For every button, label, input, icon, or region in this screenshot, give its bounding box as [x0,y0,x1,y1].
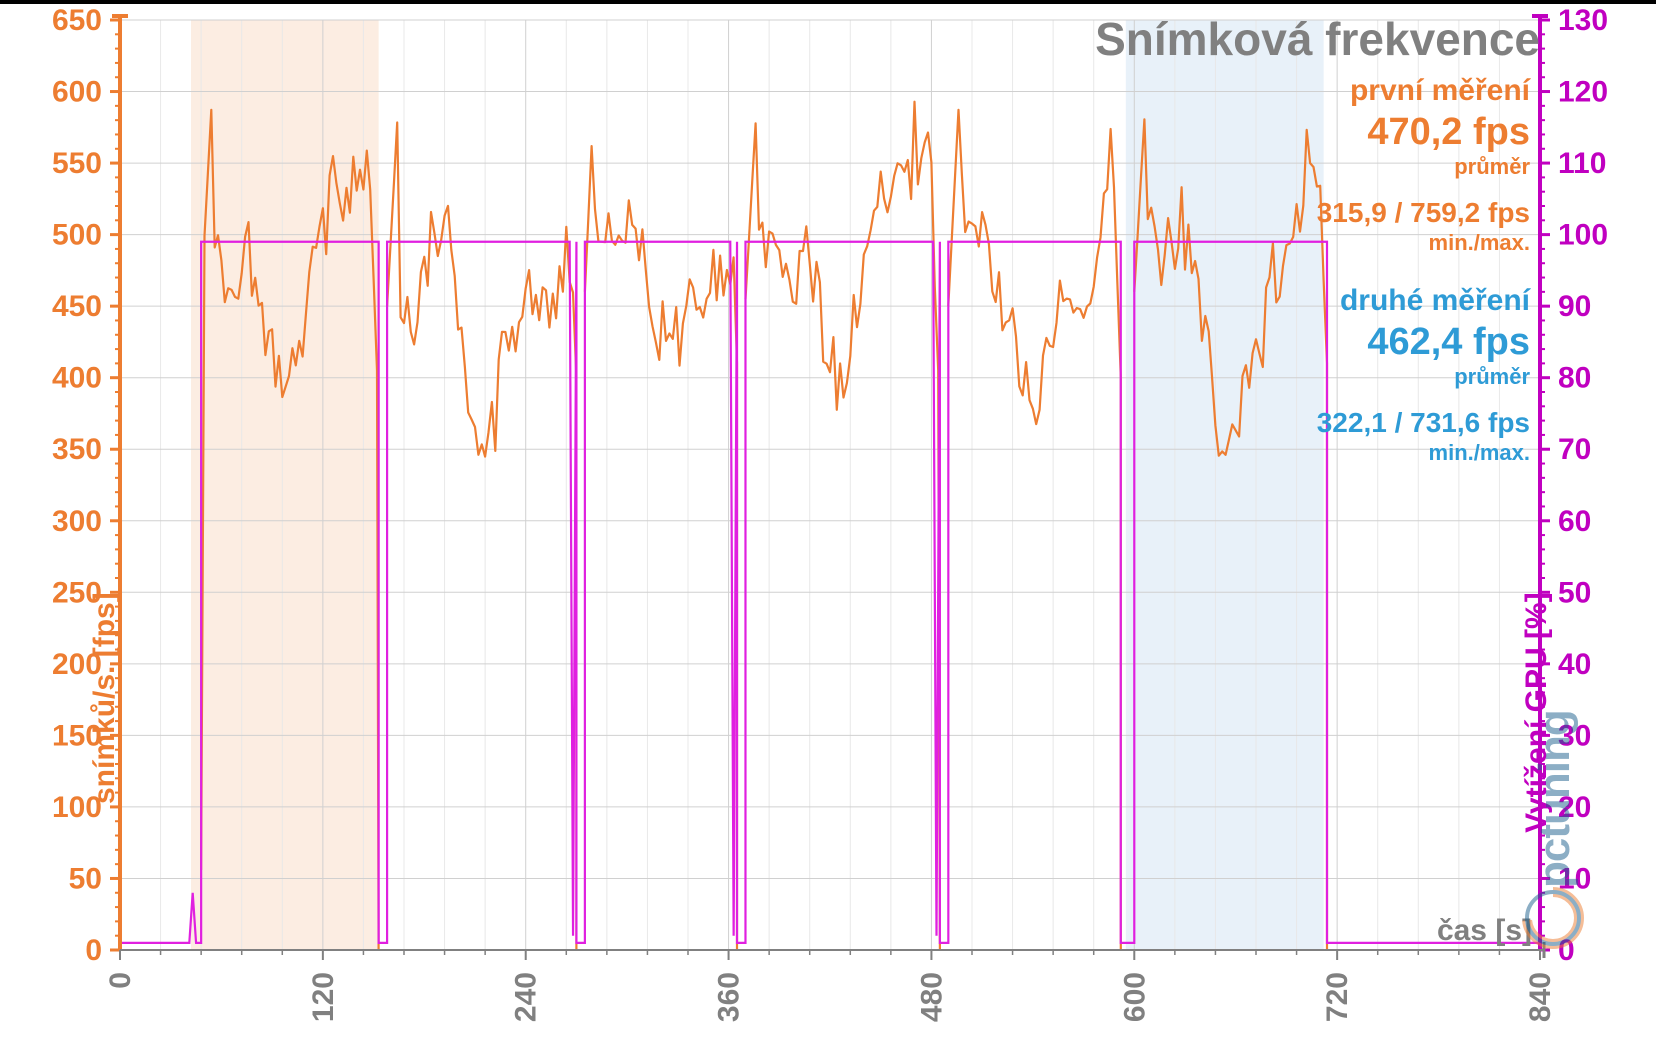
svg-text:80: 80 [1558,362,1591,395]
svg-text:90: 90 [1558,290,1591,323]
svg-text:0: 0 [85,934,102,967]
svg-text:400: 400 [52,362,102,395]
svg-text:Snímková frekvence: Snímková frekvence [1095,13,1540,65]
svg-text:322,1 / 731,6 fps: 322,1 / 731,6 fps [1317,407,1530,438]
svg-text:první měření: první měření [1350,74,1532,107]
svg-text:čas [s]: čas [s] [1437,914,1532,947]
svg-text:druhé měření: druhé měření [1340,284,1532,317]
svg-text:130: 130 [1558,4,1608,37]
svg-text:100: 100 [1558,219,1608,252]
svg-text:315,9 / 759,2 fps: 315,9 / 759,2 fps [1317,197,1530,228]
svg-text:450: 450 [52,290,102,323]
svg-text:50: 50 [69,862,102,895]
svg-text:min./max.: min./max. [1429,440,1530,465]
svg-text:470,2 fps: 470,2 fps [1367,111,1530,153]
svg-text:50: 50 [1558,576,1591,609]
svg-text:600: 600 [52,76,102,109]
svg-text:500: 500 [52,219,102,252]
svg-text:110: 110 [1558,147,1606,180]
svg-text:550: 550 [52,147,102,180]
svg-text:120: 120 [1558,76,1608,109]
svg-text:720: 720 [1321,972,1354,1022]
svg-text:0: 0 [104,972,137,989]
svg-text:300: 300 [52,505,102,538]
svg-text:240: 240 [510,972,543,1022]
svg-text:600: 600 [1118,972,1151,1022]
svg-text:průměr: průměr [1454,364,1530,389]
fps-chart: 050100150200250300350400450500550600650s… [0,0,1656,1044]
svg-text:70: 70 [1558,433,1591,466]
svg-text:40: 40 [1558,648,1591,681]
svg-text:pctuning: pctuning [1530,710,1579,888]
svg-text:průměr: průměr [1454,154,1530,179]
svg-text:60: 60 [1558,505,1591,538]
svg-text:650: 650 [52,4,102,37]
svg-text:360: 360 [713,972,746,1022]
svg-text:462,4 fps: 462,4 fps [1367,321,1530,363]
svg-text:480: 480 [915,972,948,1022]
svg-text:120: 120 [307,972,340,1022]
svg-text:840: 840 [1524,972,1557,1022]
svg-text:350: 350 [52,433,102,466]
svg-text:snímků/s. [fps]: snímků/s. [fps] [88,592,121,804]
svg-text:min./max.: min./max. [1429,230,1530,255]
